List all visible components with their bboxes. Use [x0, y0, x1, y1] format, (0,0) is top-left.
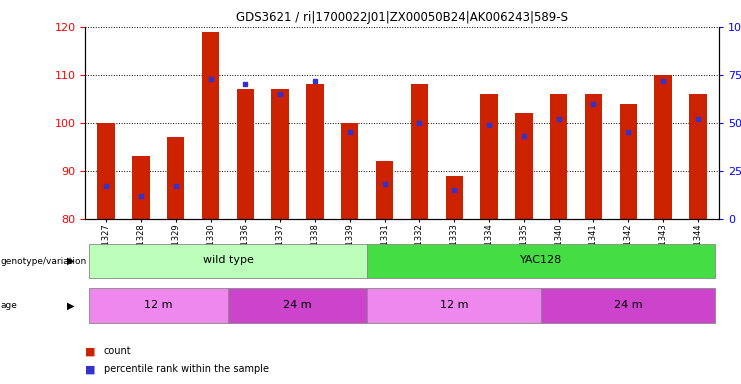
- FancyBboxPatch shape: [368, 244, 715, 278]
- Bar: [619, 104, 637, 219]
- Title: GDS3621 / ri|1700022J01|ZX00050B24|AK006243|589-S: GDS3621 / ri|1700022J01|ZX00050B24|AK006…: [236, 11, 568, 24]
- Bar: [515, 113, 533, 219]
- Bar: [202, 31, 219, 219]
- Text: ■: ■: [85, 364, 96, 374]
- Text: 12 m: 12 m: [144, 300, 173, 310]
- Bar: [480, 94, 498, 219]
- Text: YAC128: YAC128: [520, 255, 562, 265]
- Text: genotype/variation: genotype/variation: [1, 257, 87, 266]
- Text: 24 m: 24 m: [614, 300, 642, 310]
- Text: 24 m: 24 m: [283, 300, 312, 310]
- Bar: [341, 123, 359, 219]
- Text: count: count: [104, 346, 131, 356]
- Text: wild type: wild type: [202, 255, 253, 265]
- Bar: [550, 94, 568, 219]
- Bar: [167, 137, 185, 219]
- Bar: [654, 75, 672, 219]
- Text: ■: ■: [85, 346, 96, 356]
- Bar: [689, 94, 707, 219]
- FancyBboxPatch shape: [228, 288, 368, 323]
- Text: percentile rank within the sample: percentile rank within the sample: [104, 364, 269, 374]
- Bar: [236, 89, 254, 219]
- Text: ▶: ▶: [67, 256, 74, 266]
- FancyBboxPatch shape: [541, 288, 715, 323]
- Bar: [411, 84, 428, 219]
- Text: age: age: [1, 301, 18, 310]
- Bar: [376, 161, 393, 219]
- FancyBboxPatch shape: [89, 288, 228, 323]
- Bar: [271, 89, 289, 219]
- Bar: [445, 175, 463, 219]
- Text: 12 m: 12 m: [440, 300, 468, 310]
- Bar: [585, 94, 602, 219]
- Text: ▶: ▶: [67, 300, 74, 310]
- FancyBboxPatch shape: [89, 244, 368, 278]
- Bar: [306, 84, 324, 219]
- Bar: [97, 123, 115, 219]
- FancyBboxPatch shape: [368, 288, 541, 323]
- Bar: [132, 156, 150, 219]
